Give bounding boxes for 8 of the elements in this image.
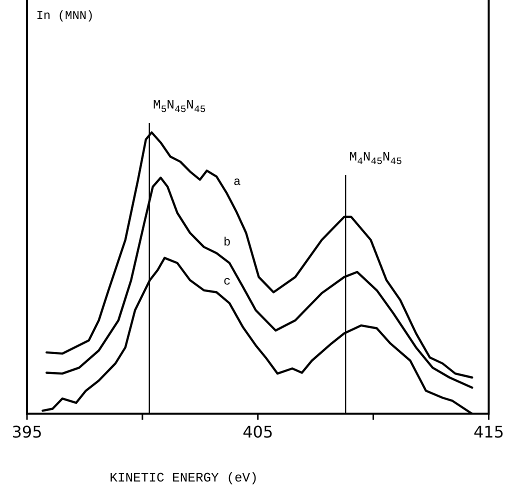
text: In (MNN)	[36, 9, 94, 24]
series-label: c	[224, 274, 231, 288]
x-tick-label: 395	[12, 422, 42, 442]
series-label: a	[233, 174, 241, 189]
x-axis-title: KINETIC ENERGY (eV)	[110, 470, 258, 486]
x-tick-label: 405	[242, 422, 274, 442]
series-label: b	[224, 235, 231, 250]
x-tick-label: 415	[473, 422, 504, 442]
